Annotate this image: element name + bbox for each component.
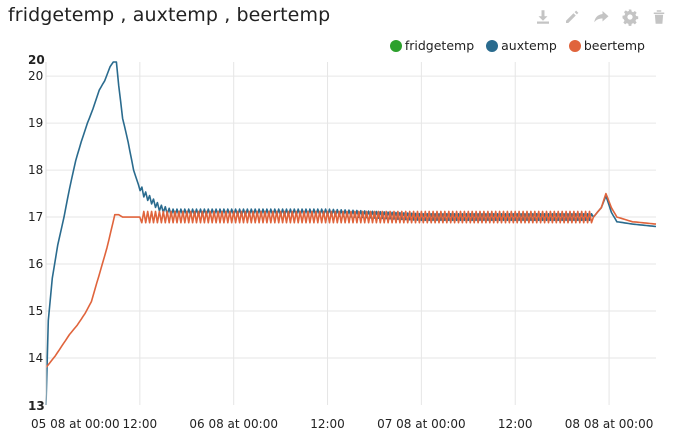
toolbar <box>532 6 669 27</box>
y-tick-label: 13 <box>28 399 45 413</box>
y-tick-label: 20 <box>28 53 45 67</box>
x-tick-label: 12:00 <box>310 417 345 431</box>
legend-item-auxtemp[interactable]: auxtemp <box>486 38 557 53</box>
y-tick-label: 20 <box>28 69 43 83</box>
y-tick-label: 15 <box>28 304 43 318</box>
y-tick-label: 18 <box>28 163 43 177</box>
legend-label-auxtemp: auxtemp <box>501 38 557 53</box>
x-tick-label: 08 08 at 00:00 <box>565 417 654 431</box>
series-line-auxtemp <box>45 61 657 406</box>
x-tick-label: 07 08 at 00:00 <box>377 417 466 431</box>
page-title: fridgetemp , auxtemp , beertemp <box>8 4 331 26</box>
chart-grid <box>45 62 656 405</box>
x-tick-label: 06 08 at 00:00 <box>189 417 278 431</box>
legend-marker-auxtemp <box>486 39 499 52</box>
chart-series <box>45 61 657 406</box>
x-tick-label: 12:00 <box>498 417 533 431</box>
gear-icon[interactable] <box>619 6 640 27</box>
legend-marker-beertemp <box>568 39 581 52</box>
series-line-beertemp <box>45 192 657 368</box>
trash-icon[interactable] <box>648 6 669 27</box>
pencil-icon[interactable] <box>561 6 582 27</box>
legend: fridgetemp auxtemp beertemp <box>389 38 645 53</box>
y-tick-label: 16 <box>28 257 43 271</box>
legend-marker-fridgetemp <box>389 39 402 52</box>
share-icon[interactable] <box>590 6 611 27</box>
x-tick-label: 05 08 at 00:00 <box>31 417 120 431</box>
y-tick-label: 14 <box>28 351 43 365</box>
legend-label-beertemp: beertemp <box>583 38 645 53</box>
y-tick-label: 17 <box>28 210 43 224</box>
chart-axes: 05 08 at 00:00 12:00 06 08 at 00:00 12:00 07… <box>28 53 653 431</box>
legend-item-fridgetemp[interactable]: fridgetemp <box>389 38 475 53</box>
y-tick-label: 19 <box>28 116 43 130</box>
download-icon[interactable] <box>532 6 553 27</box>
legend-label-fridgetemp: fridgetemp <box>404 38 475 53</box>
x-tick-label: 12:00 <box>123 417 158 431</box>
legend-item-beertemp[interactable]: beertemp <box>568 38 645 53</box>
